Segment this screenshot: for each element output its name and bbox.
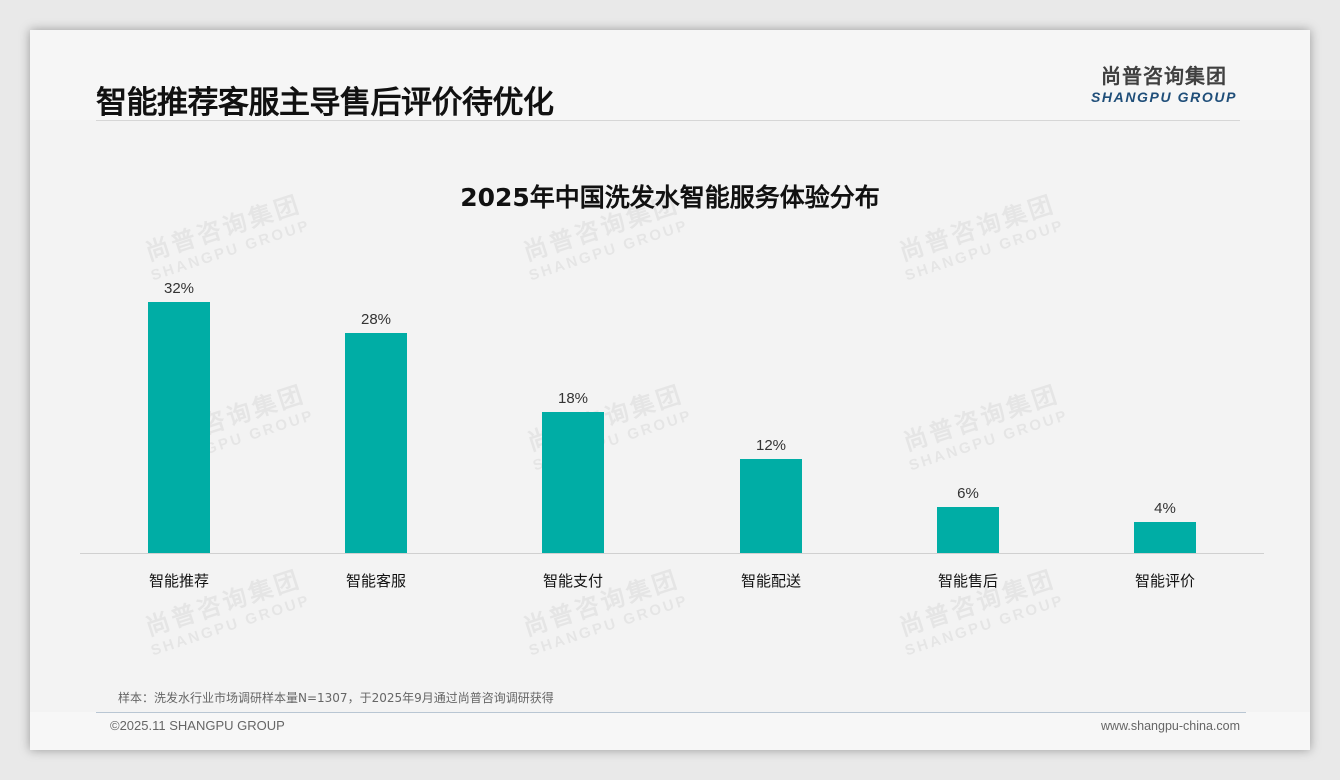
bar-value-label: 6%: [957, 485, 979, 502]
bar-group: 12%: [740, 433, 802, 554]
header-band: [30, 30, 1310, 120]
x-axis-category-label: 智能客服: [345, 572, 406, 590]
bar: [937, 507, 999, 554]
bar-value-label: 18%: [557, 390, 589, 407]
x-axis-category-label: 智能配送: [740, 572, 801, 590]
bar-value-label: 12%: [755, 437, 787, 454]
bar-chart-plot-area: 32% 28% 18% 12% 6% 4%: [80, 270, 1264, 554]
x-axis-category-label: 智能评价: [1134, 572, 1195, 590]
company-logo: 尚普咨询集团 SHANGPU GROUP: [1088, 64, 1240, 106]
x-axis-line: [80, 553, 1264, 554]
bar: [1134, 522, 1196, 554]
logo-en-text: SHANGPU GROUP: [1090, 89, 1238, 105]
bar-group: 4%: [1134, 496, 1196, 554]
footer-copyright: ©2025.11 SHANGPU GROUP: [110, 718, 285, 733]
slide: 智能推荐客服主导售后评价待优化 尚普咨询集团 SHANGPU GROUP 尚普咨…: [30, 30, 1310, 750]
x-axis-category-label: 智能推荐: [148, 572, 209, 590]
footer-divider: [96, 712, 1246, 713]
footer-website-link[interactable]: www.shangpu-china.com: [1101, 719, 1240, 733]
bar: [148, 302, 210, 554]
bar: [345, 333, 407, 554]
bar-value-label: 4%: [1154, 500, 1176, 517]
x-axis-category-label: 智能支付: [542, 572, 603, 590]
sample-note: 样本：洗发水行业市场调研样本量N=1307，于2025年9月通过尚普咨询调研获得: [118, 691, 554, 705]
chart-title: 2025年中国洗发水智能服务体验分布: [460, 183, 880, 212]
bar-group: 6%: [937, 481, 999, 554]
bar-value-label: 28%: [360, 311, 392, 328]
bar-group: 18%: [542, 386, 604, 554]
bar: [740, 459, 802, 554]
bar-group: 32%: [148, 276, 210, 554]
bar-value-label: 32%: [163, 280, 195, 297]
page-title: 智能推荐客服主导售后评价待优化: [96, 85, 554, 121]
title-divider: [96, 120, 1240, 121]
x-axis-category-label: 智能售后: [937, 572, 998, 590]
footer-band: [30, 712, 1310, 750]
logo-cn-text: 尚普咨询集团: [1101, 64, 1227, 88]
bar-group: 28%: [345, 307, 407, 554]
bar: [542, 412, 604, 554]
